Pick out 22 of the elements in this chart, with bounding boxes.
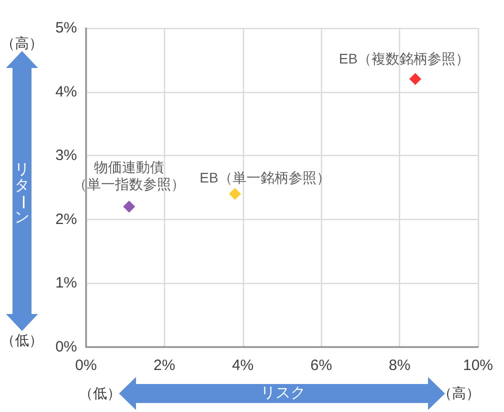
text: （高）: [438, 385, 480, 401]
x-tick-label: 10%: [462, 357, 494, 374]
y-tick-label: 4%: [55, 83, 77, 100]
y-tick-label: 0%: [55, 338, 77, 356]
point: [123, 200, 136, 213]
x-tick-label: 8%: [388, 357, 410, 374]
y-tick-label: 1%: [55, 274, 77, 292]
text: EB（単一銘柄参照）: [200, 169, 330, 186]
x-tick-label: 4%: [232, 357, 254, 374]
x-tick-label: 0%: [75, 357, 97, 374]
text: （高）: [1, 35, 43, 51]
y-axis-title: リターン: [14, 161, 31, 226]
series-label: EB（複数銘柄参照）: [338, 50, 470, 67]
x-tick-label: 2%: [154, 357, 176, 374]
text: （低）: [1, 332, 43, 348]
y-tick-label: 5%: [55, 20, 77, 36]
x-axis-title: リスク: [260, 384, 306, 402]
x-tick-label: 6%: [310, 357, 332, 374]
y-tick-label: 2%: [55, 210, 77, 228]
text: （低）: [79, 385, 121, 401]
point: [409, 73, 422, 86]
point: [228, 188, 241, 200]
